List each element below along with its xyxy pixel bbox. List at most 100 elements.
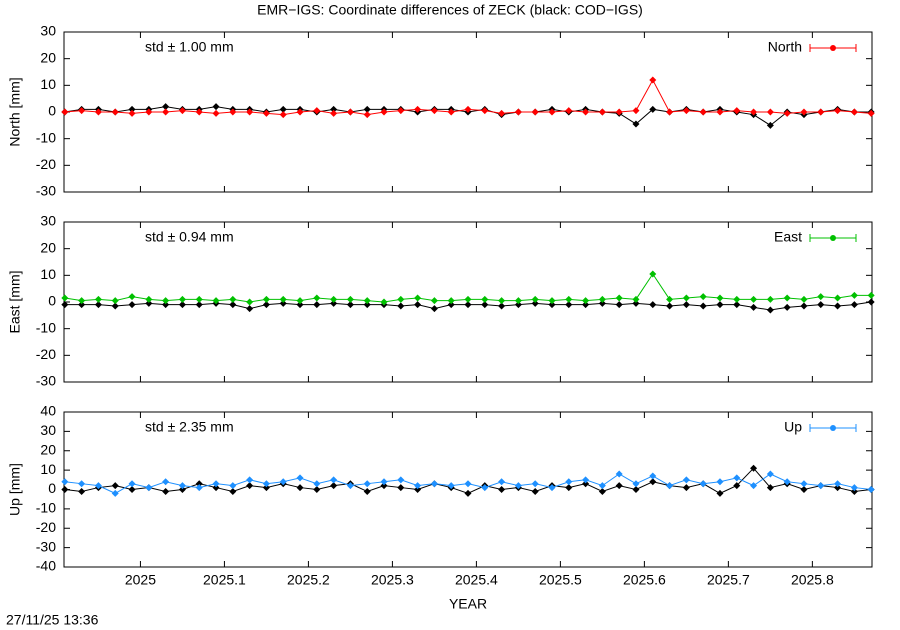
data-point (514, 301, 522, 309)
data-point (699, 108, 707, 116)
data-point (649, 270, 657, 278)
x-tick-label: 2025.6 (623, 572, 666, 588)
y-axis-label: Up [mm] (7, 463, 23, 516)
data-point (229, 482, 237, 490)
data-point (649, 105, 657, 113)
data-point (565, 478, 573, 486)
data-point (279, 478, 287, 486)
data-point (128, 480, 136, 488)
data-point (61, 486, 69, 493)
data-point (212, 297, 220, 305)
data-point (716, 489, 724, 497)
data-point (817, 482, 825, 490)
data-point (61, 108, 69, 116)
data-point (313, 486, 321, 493)
data-point (414, 301, 422, 309)
data-point (632, 486, 640, 493)
data-point (514, 297, 522, 305)
data-point (750, 464, 758, 472)
data-point (615, 294, 623, 302)
data-point (447, 301, 455, 309)
data-point (61, 478, 69, 486)
data-point (766, 470, 774, 478)
data-point (229, 295, 237, 303)
data-point (111, 297, 119, 305)
data-point (363, 297, 371, 305)
data-point (414, 105, 422, 113)
data-point (94, 301, 102, 309)
data-point (750, 295, 758, 303)
data-point (195, 484, 203, 492)
data-point (178, 482, 186, 490)
x-tick-label: 2025.1 (203, 572, 246, 588)
y-tick-label: -10 (36, 129, 56, 145)
data-point (682, 476, 690, 484)
data-point (397, 295, 405, 303)
data-point (296, 297, 304, 305)
data-point (397, 476, 405, 484)
data-point (733, 474, 741, 482)
data-point (111, 302, 119, 310)
data-point (531, 480, 539, 488)
data-point (380, 478, 388, 486)
data-point (145, 299, 153, 307)
data-point (850, 484, 858, 492)
x-tick-label: 2025.7 (707, 572, 750, 588)
data-point (666, 482, 674, 490)
data-point (649, 478, 657, 486)
data-point (346, 295, 354, 303)
data-point (531, 487, 539, 495)
y-tick-label: -30 (36, 373, 56, 389)
data-point (834, 107, 842, 115)
data-point (313, 107, 321, 115)
data-point (330, 105, 338, 113)
data-point (766, 484, 774, 492)
data-point (699, 302, 707, 310)
data-point (565, 484, 573, 492)
data-point (800, 486, 808, 493)
data-point (598, 299, 606, 307)
data-point (94, 295, 102, 303)
y-tick-label: -20 (36, 156, 56, 172)
data-point (363, 105, 371, 113)
data-point (78, 107, 86, 115)
data-point (733, 482, 741, 490)
data-point (598, 295, 606, 303)
y-tick-label: 20 (40, 239, 56, 255)
x-tick-label: 2025.4 (455, 572, 498, 588)
data-point (262, 480, 270, 488)
data-point (162, 103, 170, 111)
y-tick-label: 30 (40, 213, 56, 229)
data-point (212, 480, 220, 488)
data-point (682, 107, 690, 115)
data-point (615, 482, 623, 490)
data-point (145, 295, 153, 303)
data-point (817, 301, 825, 309)
data-point (229, 108, 237, 116)
data-point (649, 301, 657, 309)
data-point (296, 108, 304, 116)
data-point (498, 486, 506, 493)
timestamp: 27/11/25 13:36 (6, 612, 99, 628)
y-tick-label: 20 (40, 441, 56, 457)
data-point (582, 476, 590, 484)
data-point (867, 109, 875, 117)
data-point (380, 298, 388, 306)
data-point (262, 301, 270, 309)
data-point (598, 487, 606, 495)
data-point (162, 478, 170, 486)
data-point (817, 108, 825, 116)
y-tick-label: 10 (40, 461, 56, 477)
data-point (531, 108, 539, 116)
data-point (430, 305, 438, 313)
data-point (246, 482, 254, 490)
data-point (296, 474, 304, 482)
data-point (548, 301, 556, 309)
data-point (195, 480, 203, 488)
data-point (279, 299, 287, 307)
data-point (212, 484, 220, 492)
data-point (380, 482, 388, 490)
data-point (565, 295, 573, 303)
data-point (733, 107, 741, 115)
